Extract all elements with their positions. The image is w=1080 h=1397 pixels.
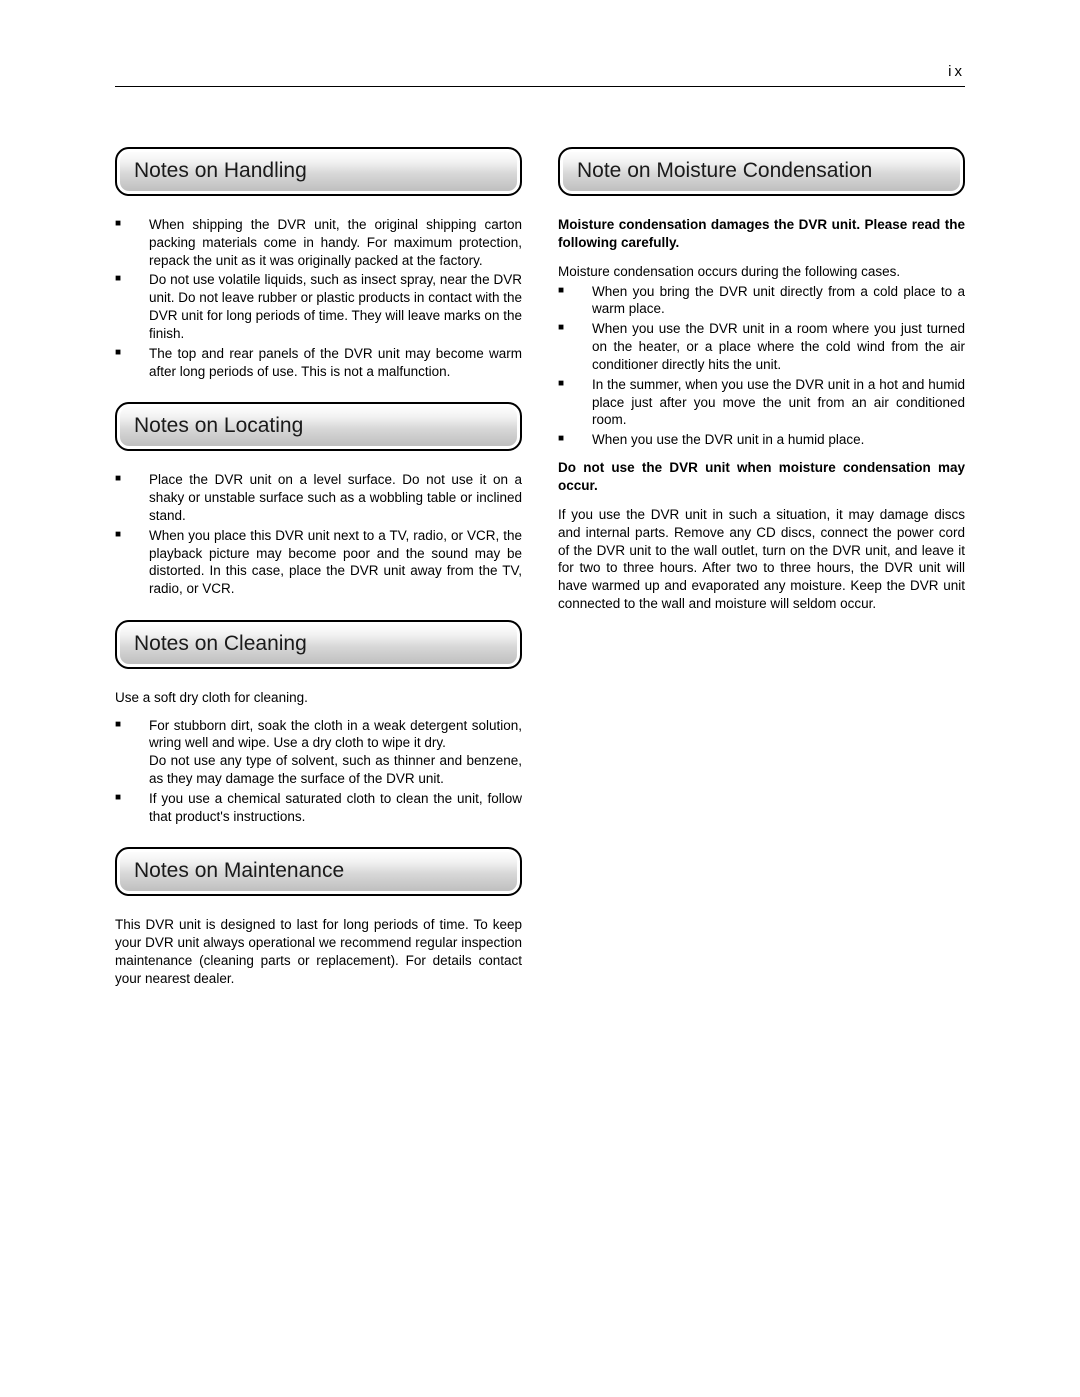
moisture-paragraph: If you use the DVR unit in such a situat… <box>558 506 965 613</box>
page: ix Notes on Handling When shipping the D… <box>0 0 1080 998</box>
section-header-cleaning: Notes on Cleaning <box>115 620 522 669</box>
moisture-warning-1: Moisture condensation damages the DVR un… <box>558 216 965 251</box>
list-item: When you place this DVR unit next to a T… <box>115 527 522 598</box>
section-title: Notes on Cleaning <box>120 625 517 664</box>
list-item: When you use the DVR unit in a room wher… <box>558 320 965 373</box>
list-item: If you use a chemical saturated cloth to… <box>115 790 522 826</box>
handling-list: When shipping the DVR unit, the original… <box>115 216 522 380</box>
list-item: When you use the DVR unit in a humid pla… <box>558 431 965 449</box>
two-column-layout: Notes on Handling When shipping the DVR … <box>115 147 965 998</box>
right-column: Note on Moisture Condensation Moisture c… <box>558 147 965 998</box>
locating-list: Place the DVR unit on a level surface. D… <box>115 471 522 598</box>
list-item: In the summer, when you use the DVR unit… <box>558 376 965 429</box>
moisture-list: When you bring the DVR unit directly fro… <box>558 283 965 449</box>
list-item: Do not use volatile liquids, such as ins… <box>115 271 522 342</box>
section-header-handling: Notes on Handling <box>115 147 522 196</box>
section-title: Notes on Handling <box>120 152 517 191</box>
section-title: Note on Moisture Condensation <box>563 152 960 191</box>
moisture-warning-2: Do not use the DVR unit when moisture co… <box>558 459 965 494</box>
list-item: Place the DVR unit on a level surface. D… <box>115 471 522 524</box>
cleaning-intro: Use a soft dry cloth for cleaning. <box>115 689 522 707</box>
left-column: Notes on Handling When shipping the DVR … <box>115 147 522 998</box>
section-header-locating: Notes on Locating <box>115 402 522 451</box>
cleaning-list: For stubborn dirt, soak the cloth in a w… <box>115 717 522 826</box>
list-item: The top and rear panels of the DVR unit … <box>115 345 522 381</box>
list-item: For stubborn dirt, soak the cloth in a w… <box>115 717 522 788</box>
list-item: When shipping the DVR unit, the original… <box>115 216 522 269</box>
list-item: When you bring the DVR unit directly fro… <box>558 283 965 319</box>
page-number: ix <box>115 63 965 87</box>
section-title: Notes on Locating <box>120 407 517 446</box>
section-header-moisture: Note on Moisture Condensation <box>558 147 965 196</box>
maintenance-paragraph: This DVR unit is designed to last for lo… <box>115 916 522 987</box>
section-title: Notes on Maintenance <box>120 852 517 891</box>
moisture-intro: Moisture condensation occurs during the … <box>558 263 965 281</box>
section-header-maintenance: Notes on Maintenance <box>115 847 522 896</box>
